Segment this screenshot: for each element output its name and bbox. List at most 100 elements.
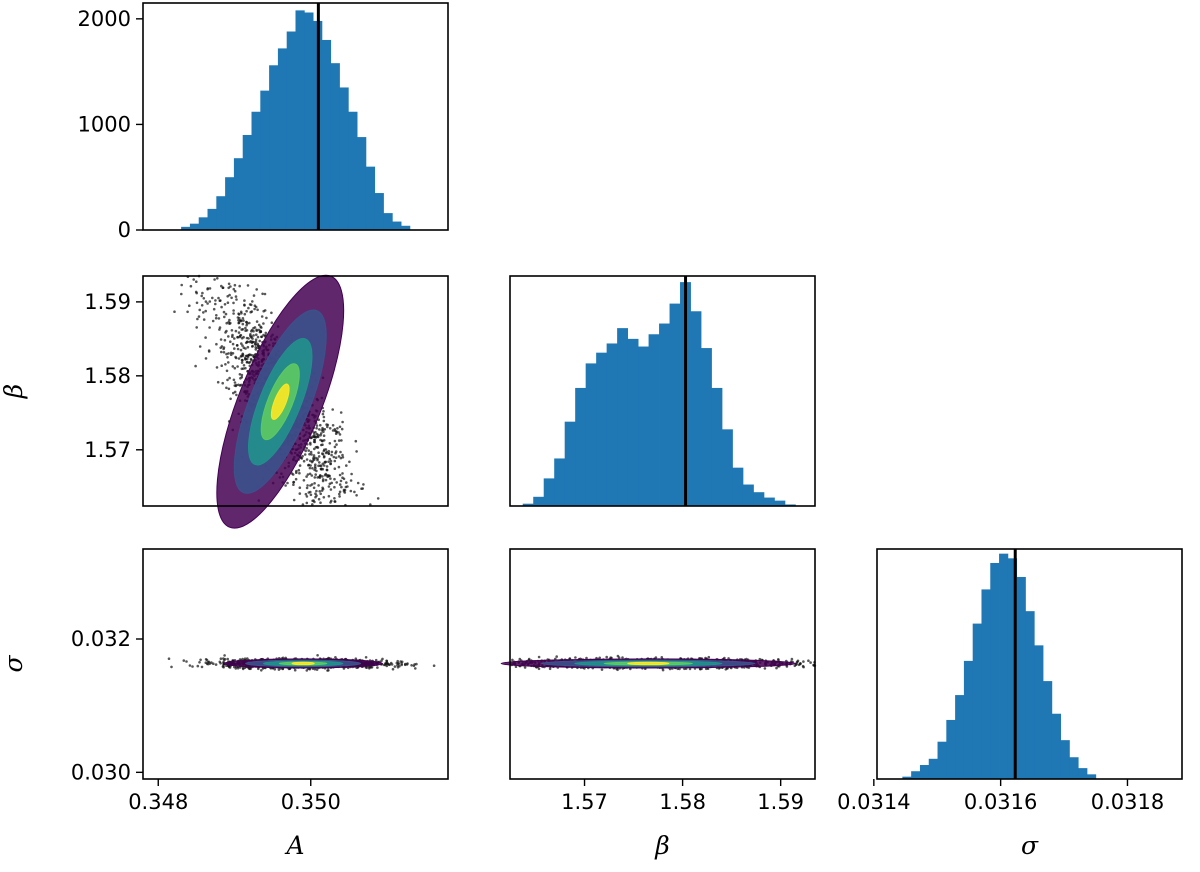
scatter-A-beta-point xyxy=(241,344,244,347)
scatter-A-beta-point xyxy=(342,477,346,481)
scatter-A-sigma-point xyxy=(226,657,229,661)
scatter-A-beta-point xyxy=(261,292,264,296)
scatter-A-beta-point xyxy=(236,335,239,339)
scatter-A-sigma-point xyxy=(199,658,202,662)
hist-sigma-bar xyxy=(1060,740,1070,779)
scatter-A-beta-point xyxy=(317,464,320,468)
scatter-A-beta-point xyxy=(255,288,258,291)
scatter-A-beta-point xyxy=(340,485,343,489)
scatter-A-beta-point xyxy=(291,473,295,476)
scatter-A-beta-point xyxy=(339,456,343,460)
scatter-A-beta-point xyxy=(354,439,358,443)
hist-A-ytick-label: 0 xyxy=(118,218,131,242)
scatter-A-beta-point xyxy=(345,464,348,467)
scatter-A-beta-point xyxy=(298,464,302,467)
hist-beta-bar xyxy=(669,303,681,506)
scatter-A-beta-point xyxy=(321,412,325,416)
hist-sigma-bar xyxy=(1034,645,1044,779)
scatter-A-beta-point xyxy=(216,277,219,280)
scatter-A-beta-point xyxy=(328,427,332,430)
scatter-A-beta-point xyxy=(214,316,218,320)
scatter-beta-sigma-point xyxy=(777,658,780,661)
scatter-A-beta-point xyxy=(317,497,321,501)
scatter-A-beta-point xyxy=(356,481,360,485)
scatter-A-beta-point xyxy=(202,311,205,314)
scatter-A-beta-point xyxy=(325,465,329,468)
scatter-A-beta-point xyxy=(229,340,232,344)
scatter-A-beta-point xyxy=(233,289,237,293)
scatter-A-sigma-point xyxy=(248,667,251,671)
scatter-A-beta-point xyxy=(333,497,336,500)
scatter-A-beta-point xyxy=(324,448,328,451)
scatter-A-beta-point xyxy=(213,278,216,281)
scatter-A-beta-point xyxy=(306,473,310,476)
scatter-A-beta-point xyxy=(338,425,342,429)
scatter-A-beta-point xyxy=(292,498,296,502)
hist-beta-bar xyxy=(585,363,597,506)
scatter-A-sigma-point xyxy=(257,667,260,671)
scatter-A-beta-point xyxy=(207,349,211,352)
scatter-A-beta-point xyxy=(338,483,342,486)
scatter-A-sigma-point xyxy=(388,663,392,666)
scatter-A-beta-point xyxy=(312,440,316,444)
scatter-A-beta-point xyxy=(321,453,325,456)
hist-beta-bar xyxy=(596,352,608,506)
scatter-A-beta-point xyxy=(319,434,322,437)
hist-sigma-bar xyxy=(1007,558,1018,779)
scatter-A-beta-point xyxy=(228,318,231,322)
scatter-A-beta-point xyxy=(256,335,260,339)
scatter-A-beta-point xyxy=(231,342,235,346)
scatter-A-beta-point xyxy=(265,316,268,320)
scatter-A-beta-point xyxy=(226,356,229,359)
scatter-A-beta-point xyxy=(240,342,243,345)
scatter-A-beta-point xyxy=(343,491,347,494)
scatter-A-beta-point xyxy=(322,449,326,453)
scatter-A-beta-point xyxy=(208,300,212,303)
scatter-A-beta-point xyxy=(220,350,223,354)
scatter-A-beta-point xyxy=(349,489,353,493)
scatter-A-beta-point xyxy=(322,430,325,434)
scatter-A-beta-point xyxy=(330,453,333,457)
scatter-A-beta-point xyxy=(241,322,245,326)
hist-A-bar xyxy=(277,48,288,231)
scatter-A-sigma-point xyxy=(376,666,379,669)
scatter-A-beta-point xyxy=(316,458,319,462)
hist-sigma-bar xyxy=(1069,757,1079,779)
scatter-A-beta-point xyxy=(254,338,258,342)
scatter-A-beta-point xyxy=(315,426,318,430)
scatter-A-beta-point xyxy=(225,321,228,325)
scatter-beta-sigma-point xyxy=(537,655,541,659)
scatter-A-beta-point xyxy=(249,310,252,314)
scatter-A-sigma-ytick-label: 0.030 xyxy=(71,760,131,784)
scatter-A-beta-point xyxy=(204,336,207,339)
scatter-A-beta-point xyxy=(237,313,241,316)
scatter-A-beta-point xyxy=(333,439,337,443)
scatter-A-beta-point xyxy=(246,345,250,349)
scatter-A-beta-point xyxy=(251,340,254,344)
hist-beta-bar xyxy=(701,348,712,506)
scatter-A-beta-point xyxy=(303,453,307,456)
scatter-A-beta-point xyxy=(232,378,236,382)
scatter-A-beta-point xyxy=(270,311,273,315)
scatter-beta-sigma-point xyxy=(617,656,621,659)
scatter-A-beta-point xyxy=(308,452,311,456)
scatter-A-beta-point xyxy=(237,357,241,360)
scatter-A-beta-point xyxy=(317,455,321,458)
scatter-A-beta-point xyxy=(251,337,254,340)
scatter-A-beta-point xyxy=(230,296,233,300)
scatter-A-beta-point xyxy=(333,459,337,463)
scatter-A-beta-point xyxy=(313,435,316,439)
scatter-A-beta-point xyxy=(232,312,235,315)
scatter-A-beta-point xyxy=(226,378,229,382)
scatter-A-beta-point xyxy=(195,326,198,329)
scatter-A-beta-point xyxy=(247,337,250,340)
scatter-A-beta-point xyxy=(248,340,251,344)
scatter-A-beta-point xyxy=(173,310,176,314)
scatter-A-sigma-point xyxy=(200,665,204,669)
scatter-A-beta-point xyxy=(317,433,320,437)
scatter-A-sigma-point xyxy=(395,661,399,665)
scatter-A-beta-point xyxy=(208,326,211,329)
scatter-A-beta-point xyxy=(327,474,331,478)
hist-A-bar xyxy=(401,225,411,230)
